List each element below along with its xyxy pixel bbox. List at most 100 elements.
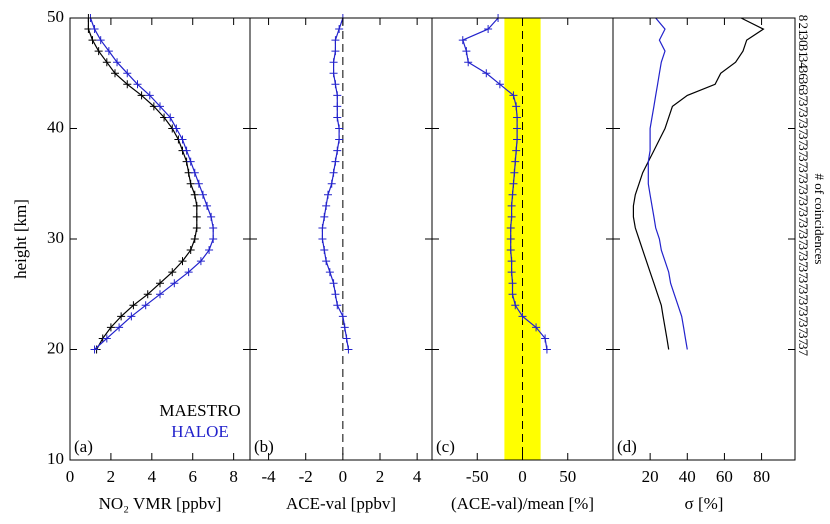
point-marker [331,157,340,166]
x-tick-label: 2 [376,467,385,486]
point-marker [508,190,517,199]
x-axis-label: (ACE-val)/mean [%] [451,494,594,513]
point-marker [123,80,132,89]
point-marker [205,246,214,255]
point-marker [509,179,518,188]
point-marker [333,102,342,111]
point-marker [327,179,336,188]
coincidence-label: 8 [796,15,811,22]
point-marker [507,257,516,266]
point-marker [318,223,327,232]
point-marker [196,257,205,266]
point-marker [141,301,150,310]
point-marker [111,69,119,78]
point-marker [168,268,177,277]
coincidence-label: 36 [796,67,811,81]
coincidence-label: 37 [796,221,811,235]
point-marker [532,323,541,332]
point-marker [123,69,132,78]
right-axis-label: # of coincidences [812,174,827,265]
point-marker [184,268,193,277]
point-marker [511,301,520,310]
profile-line [89,17,214,350]
point-marker [322,257,331,266]
point-marker [127,312,136,321]
point-marker [94,47,103,56]
x-tick-label: 4 [413,467,422,486]
coincidence-label: 37 [796,244,811,257]
point-marker [194,179,203,188]
panel-frame [612,17,796,461]
point-marker [333,146,342,155]
coincidence-label: 37 [796,111,811,125]
point-marker [335,135,344,144]
point-marker [509,91,518,100]
point-marker [495,80,504,89]
coincidence-label: 37 [796,321,811,335]
point-marker [542,345,551,354]
point-marker [342,334,351,343]
point-marker [102,58,111,67]
x-tick-label: 20 [642,467,659,486]
point-marker [512,146,521,155]
point-marker [170,279,179,288]
coincidence-label: 37 [796,155,811,169]
panel-label: (a) [74,437,93,456]
point-marker [320,212,329,221]
y-tick-label: 20 [47,338,64,357]
point-marker [513,135,522,144]
point-marker [482,69,491,78]
coincidence-label: 31 [796,45,811,58]
point-marker [331,290,340,299]
point-marker [513,113,522,122]
coincidence-label: 37 [796,133,811,147]
point-marker [333,113,342,122]
point-marker [462,47,471,56]
x-tick-label: 6 [188,467,197,486]
coincidence-label: 37 [796,255,811,269]
point-marker [190,168,199,177]
point-marker [178,257,187,266]
point-marker [88,36,97,45]
x-tick-label: 40 [679,467,696,486]
coincidence-label: 37 [796,277,811,291]
panel-label: (c) [436,437,455,456]
point-marker [156,279,164,288]
point-marker [329,168,338,177]
point-marker [512,102,521,111]
x-tick-label: 0 [339,467,348,486]
x-tick-label: 60 [716,467,733,486]
point-marker [156,290,164,299]
point-marker [186,157,195,166]
point-marker [458,36,467,45]
coincidence-label: 37 [796,100,811,114]
point-marker [137,91,146,100]
y-tick-label: 10 [47,449,64,468]
coincidence-label: 37 [796,122,811,136]
panel-label: (b) [254,437,274,456]
point-marker [190,190,199,199]
point-marker [344,345,353,354]
point-marker [329,69,338,78]
point-marker [209,223,218,232]
point-marker [335,25,344,34]
panel-label: (d) [617,437,637,456]
point-marker [464,58,473,67]
point-marker [145,91,154,100]
point-marker [329,279,338,288]
point-marker [90,345,99,354]
x-tick-label: 50 [559,467,576,486]
point-marker [192,223,201,232]
point-marker [104,47,113,56]
point-marker [192,212,201,221]
point-marker [156,102,164,111]
y-tick-label: 50 [47,7,64,26]
point-marker [106,323,115,332]
point-marker [192,201,201,210]
coincidence-label: 21 [796,23,811,36]
point-marker [506,246,515,255]
point-marker [143,290,152,299]
point-marker [508,290,517,299]
point-marker [331,47,340,56]
